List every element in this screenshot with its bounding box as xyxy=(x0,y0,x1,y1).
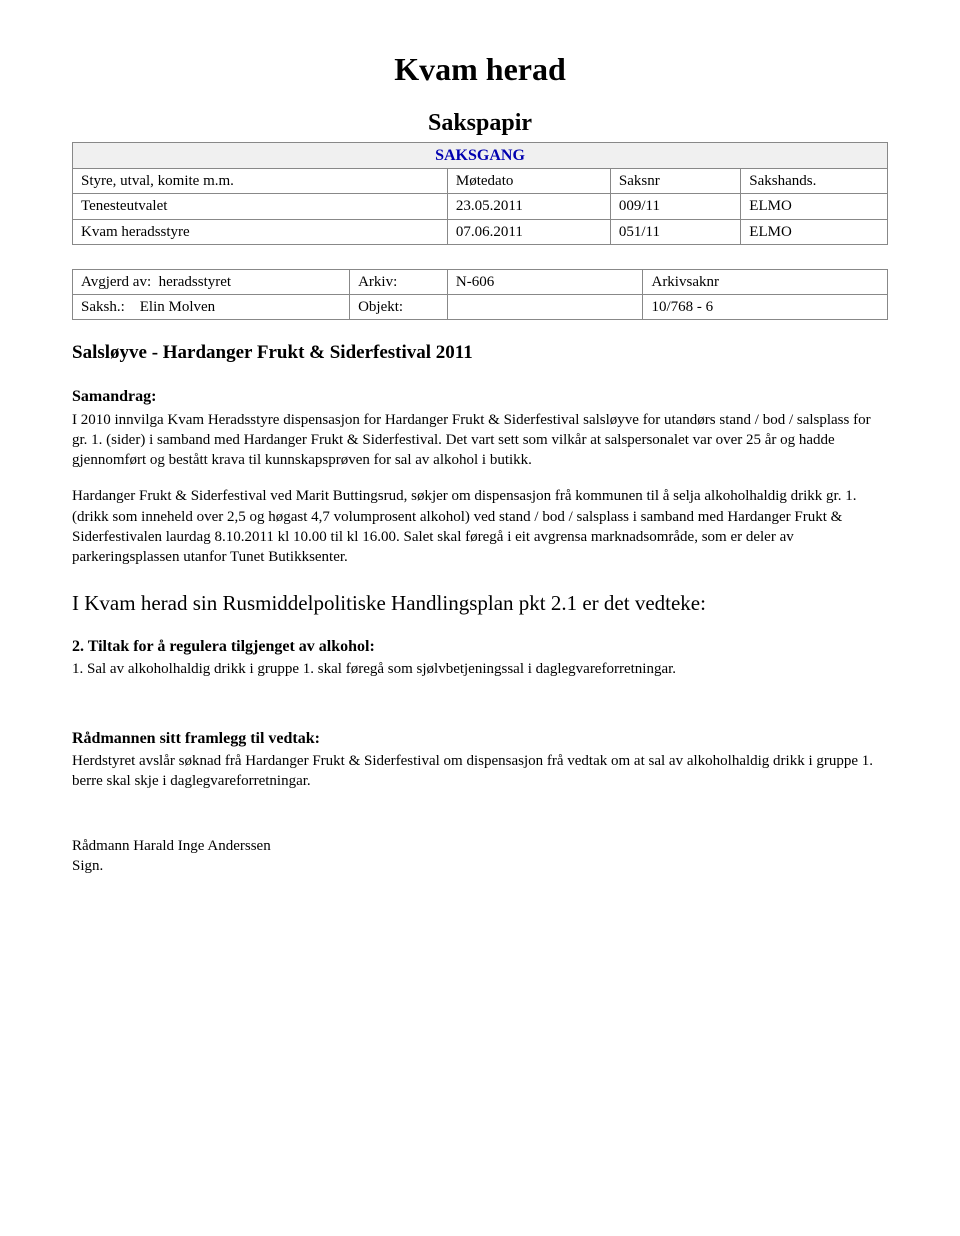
framlegg-text: Herdstyret avslår søknad frå Hardanger F… xyxy=(72,751,888,792)
meta-row-1: Avgjerd av: heradsstyret Arkiv: N-606 Ar… xyxy=(73,269,888,294)
samandrag-para-2: Hardanger Frukt & Siderfestival ved Mari… xyxy=(72,486,888,567)
avgjerd-label: Avgjerd av: xyxy=(81,274,151,290)
plan-heading: I Kvam herad sin Rusmiddelpolitiske Hand… xyxy=(72,589,888,617)
cell-motedato: 23.05.2011 xyxy=(447,194,610,219)
arkivsaknr-label: Arkivsaknr xyxy=(643,269,888,294)
signature-block: Rådmann Harald Inge Anderssen Sign. xyxy=(72,836,888,877)
cell-styre: Tenesteutvalet xyxy=(73,194,448,219)
signature-sign: Sign. xyxy=(72,856,888,876)
table-row: Kvam heradsstyre 07.06.2011 051/11 ELMO xyxy=(73,219,888,244)
saksh-label: Saksh.: xyxy=(81,299,125,315)
case-title: Salsløyve - Hardanger Frukt & Siderfesti… xyxy=(72,340,888,366)
samandrag-para-1: I 2010 innvilga Kvam Heradsstyre dispens… xyxy=(72,410,888,471)
col-header-motedato: Møtedato xyxy=(447,169,610,194)
objekt-label: Objekt: xyxy=(350,295,448,320)
cell-saksnr: 009/11 xyxy=(610,194,740,219)
objekt-value xyxy=(447,295,643,320)
samandrag-heading: Samandrag: xyxy=(72,386,888,408)
tiltak-heading: 2. Tiltak for å regulera tilgjenget av a… xyxy=(72,636,888,658)
table-header-row: Styre, utval, komite m.m. Møtedato Saksn… xyxy=(73,169,888,194)
main-title: Kvam herad xyxy=(72,48,888,91)
saksgang-table: Styre, utval, komite m.m. Møtedato Saksn… xyxy=(72,168,888,245)
cell-saksnr: 051/11 xyxy=(610,219,740,244)
col-header-saksnr: Saksnr xyxy=(610,169,740,194)
cell-sakshands: ELMO xyxy=(741,219,888,244)
tiltak-item: 1. Sal av alkoholhaldig drikk i gruppe 1… xyxy=(72,659,888,679)
cell-styre: Kvam heradsstyre xyxy=(73,219,448,244)
signature-name: Rådmann Harald Inge Anderssen xyxy=(72,836,888,856)
saksgang-header: SAKSGANG xyxy=(72,142,888,169)
avgjerd-value: heradsstyret xyxy=(159,274,231,290)
sub-title: Sakspapir xyxy=(72,107,888,139)
meta-saksh: Saksh.: Elin Molven xyxy=(73,295,350,320)
framlegg-heading: Rådmannen sitt framlegg til vedtak: xyxy=(72,728,888,750)
table-row: Tenesteutvalet 23.05.2011 009/11 ELMO xyxy=(73,194,888,219)
arkiv-value: N-606 xyxy=(447,269,643,294)
arkiv-label: Arkiv: xyxy=(350,269,448,294)
arkivsaknr-value: 10/768 - 6 xyxy=(643,295,888,320)
cell-sakshands: ELMO xyxy=(741,194,888,219)
meta-table: Avgjerd av: heradsstyret Arkiv: N-606 Ar… xyxy=(72,269,888,321)
cell-motedato: 07.06.2011 xyxy=(447,219,610,244)
meta-row-2: Saksh.: Elin Molven Objekt: 10/768 - 6 xyxy=(73,295,888,320)
meta-avgjerd: Avgjerd av: heradsstyret xyxy=(73,269,350,294)
saksh-value: Elin Molven xyxy=(140,299,215,315)
col-header-sakshands: Sakshands. xyxy=(741,169,888,194)
col-header-styre: Styre, utval, komite m.m. xyxy=(73,169,448,194)
